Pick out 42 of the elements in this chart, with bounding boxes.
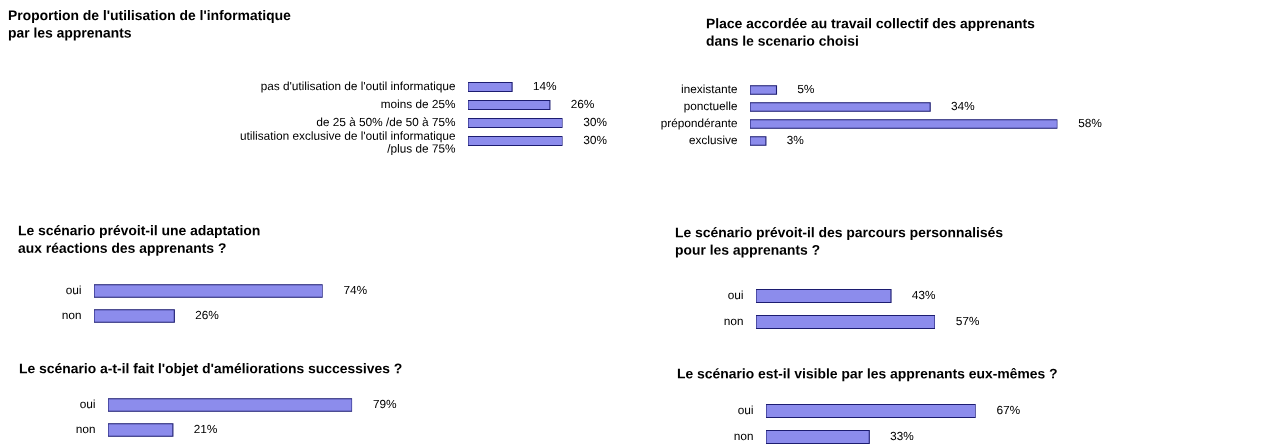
y-tick-label: prépondérante: [661, 118, 737, 130]
chart-title: Le scénario a-t-il fait l'objet d'améliorations successives ?: [19, 363, 402, 377]
y-tick-label: ponctuelle: [684, 101, 737, 113]
text: Proportion de l'utilisation de l'informatique par les apprenants: [8, 10, 291, 41]
data-label: 74%: [344, 285, 367, 295]
data-label: 3%: [787, 135, 804, 145]
y-tick-label: non: [724, 318, 743, 326]
data-label: 58%: [1078, 118, 1102, 128]
chart-title: Le scénario est-il visible par les apprenants eux-mêmes ?: [677, 368, 1057, 382]
data-label: 43%: [912, 290, 936, 300]
y-tick-label: non: [76, 426, 95, 434]
chart-title: Place accordée au travail collectif des apprenants dans le scenario choisi: [706, 18, 1035, 46]
y-tick-label: exclusive: [689, 135, 737, 145]
y-tick-label: oui: [738, 405, 753, 415]
data-label: 67%: [997, 405, 1020, 415]
data-label: 30%: [583, 135, 607, 145]
y-tick-label: non: [62, 312, 81, 320]
data-label: 14%: [533, 81, 557, 91]
y-tick-label: de 25 à 50% /de 50 à 75%: [316, 117, 456, 127]
data-label: 26%: [195, 310, 219, 320]
data-label: 79%: [373, 399, 397, 409]
bar: [750, 102, 931, 112]
y-tick-label: pas d'utilisation de l'outil informatique: [261, 81, 455, 93]
data-label: 5%: [797, 84, 814, 94]
data-label: 26%: [571, 99, 594, 109]
y-tick-label: oui: [66, 285, 81, 295]
chart-title: Le scénario prévoit-il une adaptation aux réactions des apprenants ?: [18, 225, 260, 256]
data-label: 34%: [951, 101, 975, 111]
bar: [750, 119, 1058, 129]
bar: [750, 136, 767, 146]
data-label: 30%: [583, 117, 607, 127]
y-tick-label: utilisation exclusive de l'outil informatique /plus de 75%: [240, 131, 456, 155]
y-tick-label: non: [734, 433, 753, 441]
y-tick-label: moins de 25%: [381, 99, 456, 109]
data-label: 21%: [194, 424, 217, 434]
data-label: 33%: [890, 431, 914, 441]
bar: [750, 85, 778, 95]
data-label: 57%: [956, 316, 980, 326]
y-tick-label: oui: [80, 399, 95, 409]
chart-title: Le scénario prévoit-il des parcours personnalisés pour les apprenants ?: [675, 227, 1003, 258]
y-tick-label: oui: [728, 290, 743, 300]
y-tick-label: inexistante: [681, 84, 737, 94]
